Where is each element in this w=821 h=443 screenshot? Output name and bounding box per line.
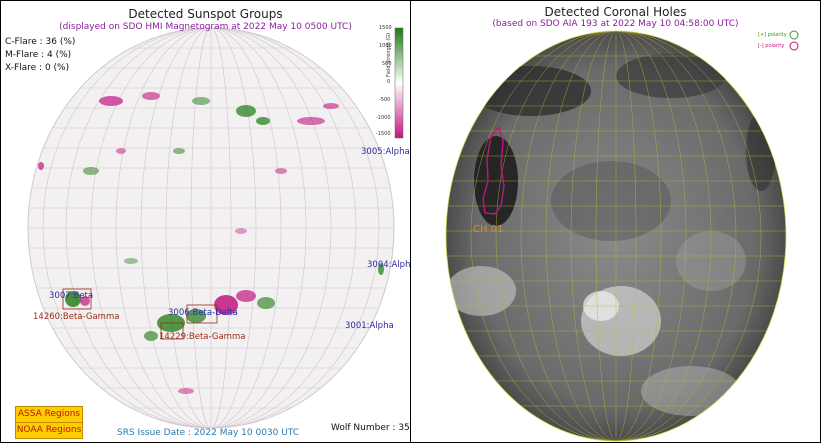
- colorbar-tick: 1500: [379, 25, 392, 31]
- c-flare-probability: C-Flare : 36 (%): [5, 37, 76, 47]
- positive-polarity-marker: [789, 30, 799, 40]
- field-strength-colorbar: [394, 27, 404, 139]
- heliographic-grid: [28, 28, 394, 428]
- coronal-hole-ch01-contour: [482, 125, 505, 215]
- heliographic-grid: [446, 31, 786, 441]
- sunspot-panel-title: Detected Sunspot Groups: [128, 7, 283, 21]
- colorbar-tick: 1000: [379, 43, 392, 49]
- magnetic-field-patches: [38, 92, 389, 394]
- colorbar-tick: -1000: [376, 115, 391, 121]
- region-box-14260: [62, 288, 92, 310]
- colorbar-tick: -500: [379, 97, 391, 103]
- coronal-hole-panel-subtitle: (based on SDO AIA 193 at 2022 May 10 04:…: [492, 19, 739, 29]
- colorbar-tick: 0: [387, 79, 391, 85]
- panel-divider: [410, 0, 411, 443]
- region-label-3006: 3006:Beta-Delta: [168, 308, 238, 318]
- region-label-3004: 3004:Alpha: [367, 260, 410, 270]
- region-label-14229: 14229:Beta-Gamma: [159, 332, 246, 342]
- colorbar-tick: -1500: [376, 131, 391, 137]
- region-box-3006: [186, 304, 218, 324]
- assa-regions-legend: ASSA Regions: [15, 406, 83, 423]
- coronal-hole-label-ch01: CH 01: [473, 224, 504, 235]
- colorbar-axis-label: Field Strength (G): [386, 32, 392, 77]
- region-label-14260: 14260:Beta-Gamma: [33, 312, 120, 322]
- m-flare-probability: M-Flare : 4 (%): [5, 50, 72, 60]
- region-label-3007: 3007:Beta: [49, 291, 94, 301]
- x-flare-probability: X-Flare : 0 (%): [5, 63, 70, 73]
- region-box-14229: [160, 322, 184, 340]
- positive-polarity-legend: [+] polarity: [758, 32, 787, 38]
- srs-issue-date: SRS Issue Date : 2022 May 10 0030 UTC: [117, 428, 300, 438]
- region-label-3001: 3001:Alpha: [345, 321, 394, 331]
- region-label-3005: 3005:Alpha: [361, 147, 410, 157]
- coronal-hole-panel: Detected Coronal Holes (based on SDO AIA…: [411, 1, 820, 442]
- negative-polarity-marker: [789, 41, 799, 51]
- sunspot-panel: Detected Sunspot Groups (displayed on SD…: [1, 1, 410, 442]
- coronal-hole-panel-title: Detected Coronal Holes: [544, 5, 687, 19]
- magnetogram-image: [27, 27, 404, 429]
- negative-polarity-legend: [-] polarity: [758, 43, 785, 49]
- colorbar-tick: 500: [382, 61, 392, 67]
- sunspot-panel-subtitle: (displayed on SDO HMI Magnetogram at 202…: [59, 22, 352, 32]
- noaa-regions-legend: NOAA Regions: [15, 422, 83, 439]
- wolf-number: Wolf Number : 35: [331, 423, 410, 433]
- aia-193-image: [445, 30, 799, 442]
